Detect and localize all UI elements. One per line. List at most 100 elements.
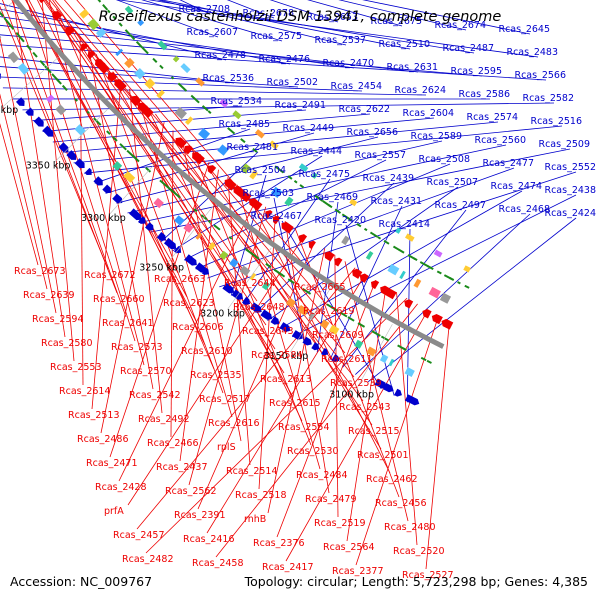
forward-gene-label: Rcas_2414 (378, 219, 430, 230)
forward-gene-label: Rcas_2444 (290, 146, 342, 157)
rna-marker (371, 330, 381, 337)
rna-marker (15, 32, 24, 41)
rna-marker (334, 308, 339, 313)
reverse-cog-block (157, 40, 168, 51)
forward-cog-block (207, 242, 216, 251)
tick-label: 3100 kbp (329, 390, 374, 401)
rna-marker (326, 303, 336, 311)
genome-backbone (12, 0, 445, 349)
tick-label: 3400 kbp (0, 105, 18, 116)
kbp-tick-marks: 3600 kbp3550 kbp3500 kbp3450 kbp3400 kbp… (0, 2, 393, 401)
forward-cds-arrow (66, 150, 77, 160)
forward-label-leader (42, 109, 307, 132)
forward-label-leader (307, 0, 403, 27)
reverse-gene-label: Rcas_2606 (172, 322, 224, 333)
rna-marker (0, 10, 4, 18)
reverse-cog-block (79, 8, 90, 19)
rna-marker (464, 284, 470, 289)
reverse-cds-arrow (352, 268, 363, 279)
reverse-cds-arrow (114, 79, 127, 92)
genome-title: Roseiflexus castenholzii DSM 13941, comp… (98, 9, 502, 25)
reverse-gene-label: Rcas_2466 (147, 438, 199, 449)
forward-label-leaders (0, 0, 577, 403)
rna-marker (118, 22, 123, 27)
forward-gene-label: Rcas_2595 (450, 66, 502, 77)
reverse-cog-block (249, 170, 258, 180)
forward-cds-arrow (184, 254, 197, 266)
forward-gene-label: Rcas_2678 (242, 8, 294, 19)
reverse-cds-arrow (324, 251, 335, 262)
forward-cds-arrow (222, 282, 235, 294)
reverse-gene-label: Rcas_2462 (366, 474, 418, 485)
forward-label-leader (207, 167, 515, 279)
reverse-cog-block (395, 227, 402, 234)
tick-label: 3300 kbp (81, 213, 126, 224)
rna-marker (357, 322, 366, 328)
reverse-label-leader (41, 0, 75, 362)
reverse-gene-label: Rcas_2377 (332, 566, 384, 577)
forward-gene-label: Rcas_2502 (266, 77, 318, 88)
forward-cds-arrow (270, 316, 280, 325)
tick-mark (53, 109, 108, 164)
forward-cds-arrow (0, 73, 1, 80)
reverse-cds-arrow (80, 43, 89, 52)
reverse-cog-block (311, 172, 318, 179)
reverse-gene-label: Rcas_2554 (278, 422, 330, 433)
reverse-label-leader (129, 88, 163, 414)
rna-marker (377, 236, 382, 240)
rna-marker (402, 347, 407, 351)
forward-gene-label: Rcas_2510 (378, 39, 430, 50)
forward-cog-block (46, 94, 55, 103)
rna-marker (55, 77, 62, 85)
forward-cog-block (285, 297, 297, 308)
reverse-cds-arrow (130, 95, 142, 107)
reverse-label-leader (0, 36, 57, 314)
rna-marker (119, 143, 127, 151)
rna-marker (20, 38, 25, 43)
reverse-gene-label: Rcas_2517 (199, 394, 251, 405)
forward-cds-arrow (42, 125, 54, 137)
reverse-gene-label: Rcas_2672 (84, 270, 136, 281)
forward-cog-block (366, 346, 377, 357)
reverse-gene-label: rnhB (244, 514, 266, 525)
rna-marker (339, 311, 348, 318)
gene-features (0, 0, 471, 406)
reverse-gene-label: Rcas_2610 (181, 346, 233, 357)
forward-gene-label: Rcas_2467 (250, 211, 302, 222)
forward-label-leader (148, 0, 475, 54)
reverse-cds-arrow (404, 299, 414, 309)
reverse-label-leader (145, 297, 408, 554)
forward-gene-label: Rcas_2582 (522, 93, 574, 104)
forward-gene-label: Rcas_2622 (338, 104, 390, 115)
forward-gene-label: Rcas_2454 (330, 81, 382, 92)
forward-gene-label: Rcas_2575 (250, 31, 302, 42)
forward-label-leader (183, 159, 387, 261)
rna-marker (74, 98, 78, 102)
forward-cog-block (123, 171, 136, 183)
reverse-cds-arrow (107, 72, 118, 83)
reverse-cds-arrow (334, 257, 343, 267)
forward-strand-labels: Rcas_2708 Rcas_2678 Rcas_2653 Rcas_2675 Rcas… (178, 4, 596, 230)
reverse-cog-block (433, 249, 443, 258)
rna-marker (32, 51, 38, 58)
rna-marker (363, 227, 368, 232)
forward-gene-label: Rcas_2431 (370, 196, 422, 207)
reverse-gene-label: Rcas_2479 (305, 494, 357, 505)
forward-label-leader (279, 190, 523, 330)
reverse-label-leader (104, 62, 294, 398)
forward-label-leader (141, 0, 283, 42)
reverse-label-leader (181, 138, 242, 442)
reverse-label-leader (79, 36, 84, 386)
reverse-label-leader (267, 248, 326, 514)
forward-cds-arrow (383, 383, 394, 393)
rna-marker (170, 76, 175, 80)
rna-marker (314, 194, 324, 202)
rna-marker (420, 356, 427, 362)
forward-cog-block (7, 51, 20, 64)
reverse-cog-block (428, 286, 441, 299)
forward-cds-arrow (331, 354, 340, 363)
reverse-gene-label: Rcas_2609 (312, 330, 364, 341)
rna-marker (327, 203, 333, 209)
forward-cds-arrow (321, 348, 329, 356)
reverse-label-leader (37, 0, 206, 346)
